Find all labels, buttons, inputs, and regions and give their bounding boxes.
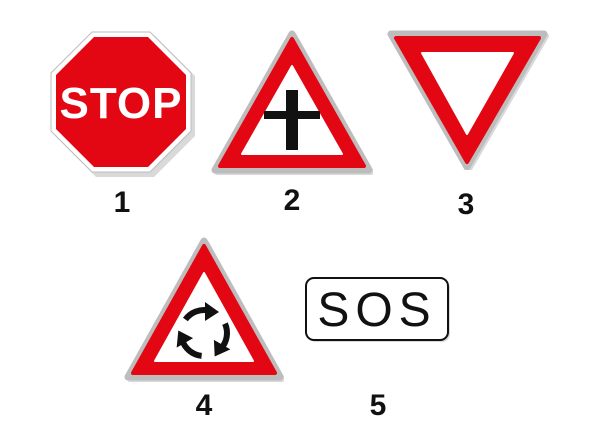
crossroad-symbol-icon (264, 90, 320, 150)
stop-sign-text: STOP (59, 79, 182, 128)
sign-number-2: 2 (283, 184, 301, 217)
sos-sign-text: SOS (317, 284, 436, 337)
stop-sign: STOP (50, 31, 195, 177)
sign-number-5: 5 (369, 389, 387, 422)
sign-number-4: 4 (195, 389, 213, 422)
yield-sign (387, 30, 549, 170)
roundabout-arrows-icon (176, 302, 231, 359)
roundabout-warning-sign (124, 237, 284, 382)
sos-sign: SOS (305, 277, 450, 342)
sign-number-3: 3 (457, 188, 475, 221)
sign-number-1: 1 (113, 186, 131, 219)
crossroad-warning-sign (211, 30, 373, 175)
